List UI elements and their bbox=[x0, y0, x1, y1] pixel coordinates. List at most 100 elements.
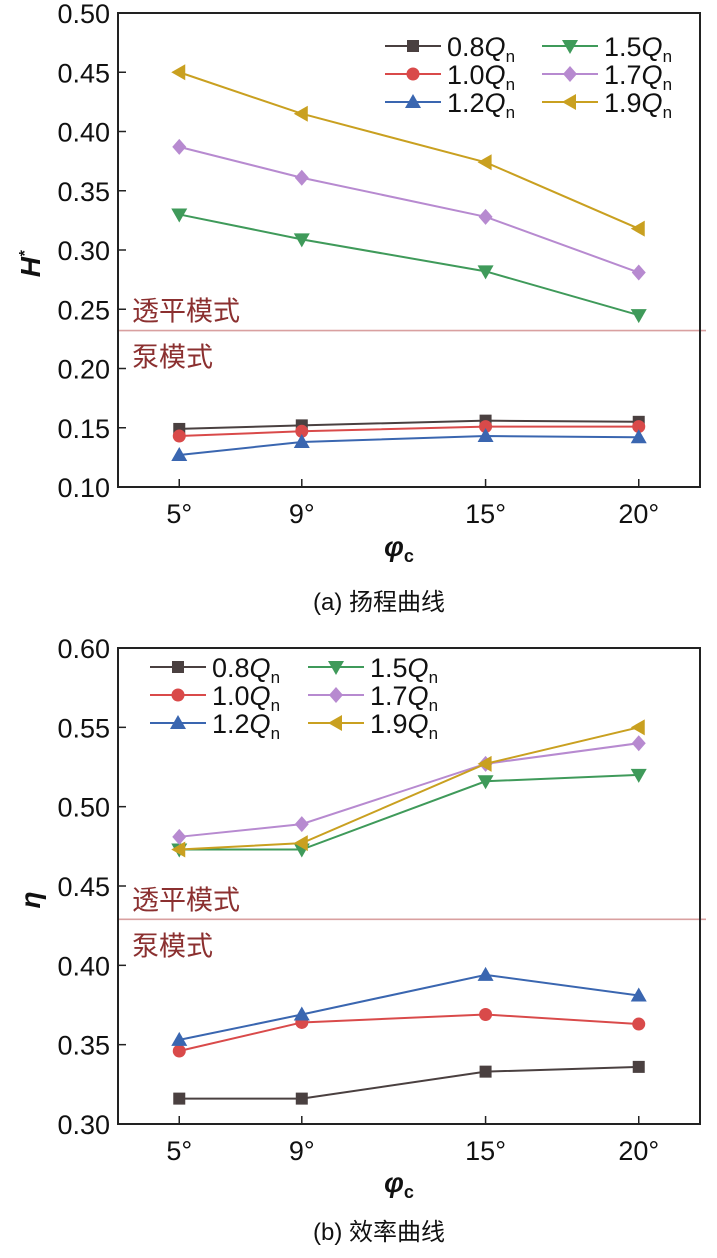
y-tick-label: 0.35 bbox=[57, 1031, 110, 1061]
y-tick-label: 0.25 bbox=[57, 295, 110, 325]
data-point-1.5 bbox=[477, 775, 494, 790]
data-point-1.2 bbox=[477, 966, 494, 981]
data-point-1.2 bbox=[171, 447, 188, 462]
data-point-1.2 bbox=[477, 428, 494, 443]
y-tick-label: 0.35 bbox=[57, 177, 110, 207]
data-point-1.9 bbox=[477, 755, 492, 772]
y-axis-label: η bbox=[15, 891, 46, 908]
series-line-1.7 bbox=[179, 145, 640, 274]
series-line-1.7 bbox=[179, 742, 639, 838]
series-line-1.5 bbox=[179, 773, 639, 851]
legend-label: 1.2Qn bbox=[447, 88, 515, 122]
y-tick-label: 0.40 bbox=[57, 951, 110, 981]
legend-item-1.7: 1.7Qn bbox=[308, 681, 438, 715]
legend-item-1.2: 1.2Qn bbox=[150, 709, 280, 743]
x-tick-label: 5° bbox=[166, 1136, 192, 1166]
series-line-1.0 bbox=[179, 1013, 639, 1052]
plot-frame bbox=[117, 647, 701, 1125]
turbine-mode-label: 透平模式 bbox=[132, 885, 240, 916]
data-point-1.5 bbox=[630, 768, 647, 783]
legend-marker bbox=[406, 67, 420, 81]
legend-item-1.0: 1.0Qn bbox=[150, 681, 280, 715]
data-point-1.5 bbox=[477, 265, 494, 280]
legend-marker bbox=[328, 715, 342, 731]
data-point-1.9 bbox=[293, 835, 308, 852]
x-axis-label: φc bbox=[384, 1167, 414, 1202]
chart-caption: (a) 扬程曲线 bbox=[313, 589, 445, 616]
legend-marker bbox=[172, 661, 184, 673]
legend-item-1.9: 1.9Qn bbox=[542, 88, 672, 122]
legend-item-1.2: 1.2Qn bbox=[385, 88, 515, 122]
y-tick-label: 0.50 bbox=[57, 0, 110, 29]
data-point-1.9 bbox=[171, 64, 186, 81]
x-tick-label: 20° bbox=[618, 1136, 659, 1166]
y-tick-label: 0.50 bbox=[57, 793, 110, 823]
chart-caption: (b) 效率曲线 bbox=[313, 1219, 445, 1246]
legend-marker bbox=[328, 661, 344, 675]
data-point-1.9 bbox=[477, 154, 492, 171]
data-point-1.2 bbox=[171, 1031, 188, 1046]
x-tick-label: 15° bbox=[465, 499, 506, 529]
series-line-1.5 bbox=[179, 213, 640, 317]
legend-label: 1.5Qn bbox=[370, 653, 438, 687]
legend-item-0.8: 0.8Qn bbox=[385, 32, 515, 66]
data-point-1.2 bbox=[293, 1006, 310, 1021]
y-tick-label: 0.10 bbox=[57, 473, 110, 503]
legend-marker bbox=[329, 687, 343, 703]
legend-marker bbox=[563, 66, 577, 82]
legend-item-1.5: 1.5Qn bbox=[308, 653, 438, 687]
pump-mode-label: 泵模式 bbox=[132, 343, 213, 374]
data-point-1.0 bbox=[632, 1017, 646, 1031]
x-tick-label: 15° bbox=[465, 1136, 506, 1166]
y-tick-label: 0.15 bbox=[57, 414, 110, 444]
y-axis-label: H* bbox=[15, 250, 46, 277]
data-point-0.8 bbox=[479, 1065, 492, 1078]
y-tick-label: 0.55 bbox=[57, 713, 110, 743]
pump-mode-label: 泵模式 bbox=[132, 931, 213, 962]
x-tick-label: 9° bbox=[289, 499, 315, 529]
data-point-1.7 bbox=[172, 138, 187, 155]
data-point-0.8 bbox=[632, 1060, 645, 1073]
data-point-1.9 bbox=[293, 105, 308, 122]
data-point-1.7 bbox=[172, 828, 187, 845]
data-point-1.9 bbox=[630, 719, 645, 736]
series-line-1.9 bbox=[178, 71, 640, 230]
data-point-1.5 bbox=[630, 309, 647, 324]
data-point-1.7 bbox=[478, 208, 493, 225]
legend-marker bbox=[562, 94, 576, 110]
legend-label: 1.0Qn bbox=[447, 60, 515, 94]
legend-item-1.9: 1.9Qn bbox=[308, 709, 438, 743]
x-tick-label: 9° bbox=[289, 1136, 315, 1166]
legend-label: 1.9Qn bbox=[604, 88, 672, 122]
series-line-1.9 bbox=[179, 726, 639, 851]
y-tick-label: 0.30 bbox=[57, 1110, 110, 1140]
data-point-1.0 bbox=[295, 424, 309, 438]
legend-label: 1.7Qn bbox=[604, 60, 672, 94]
data-point-1.2 bbox=[630, 987, 647, 1002]
legend-marker bbox=[562, 40, 578, 54]
legend-label: 1.0Qn bbox=[212, 681, 280, 715]
turbine-mode-label: 透平模式 bbox=[132, 297, 240, 328]
y-tick-label: 0.45 bbox=[57, 872, 110, 902]
legend-label: 1.7Qn bbox=[370, 681, 438, 715]
legend-marker bbox=[171, 688, 185, 702]
y-tick-label: 0.60 bbox=[57, 634, 110, 664]
data-point-1.9 bbox=[630, 220, 645, 237]
x-tick-label: 20° bbox=[618, 499, 659, 529]
legend-label: 1.9Qn bbox=[370, 709, 438, 743]
data-point-1.0 bbox=[479, 420, 493, 434]
data-point-1.7 bbox=[294, 816, 309, 833]
data-point-1.9 bbox=[171, 841, 186, 858]
data-point-1.0 bbox=[172, 429, 186, 443]
chart-efficiency-curve: 0.30 0.35 0.40 0.45 0.50 0.55 0.60 5° 9° 15° 20° 透平… bbox=[15, 634, 706, 1246]
x-tick-label: 5° bbox=[166, 499, 192, 529]
data-point-0.8 bbox=[295, 1092, 308, 1105]
data-point-1.0 bbox=[479, 1008, 493, 1022]
data-point-1.2 bbox=[630, 429, 647, 444]
data-point-1.7 bbox=[631, 735, 646, 752]
legend-label: 1.5Qn bbox=[604, 32, 672, 66]
y-tick-label: 0.30 bbox=[57, 236, 110, 266]
data-point-1.5 bbox=[293, 233, 310, 248]
series-line-0.8 bbox=[179, 419, 639, 430]
